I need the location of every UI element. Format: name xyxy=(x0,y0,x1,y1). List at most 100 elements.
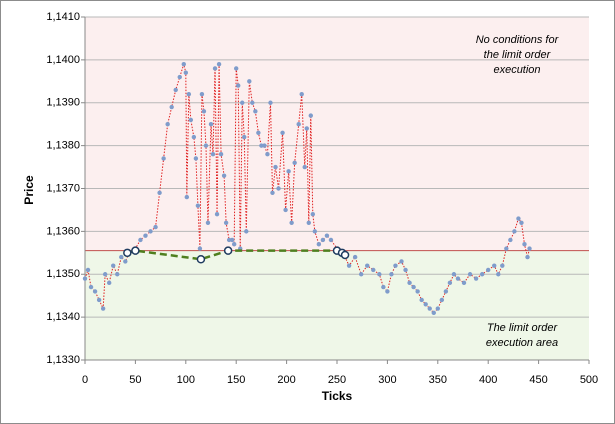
data-point xyxy=(119,254,124,260)
y-tick-label: 1,1330 xyxy=(46,354,80,366)
data-point xyxy=(268,100,273,105)
data-point xyxy=(138,237,143,243)
annotation: The limit order xyxy=(487,322,559,334)
data-point xyxy=(492,263,497,268)
data-point xyxy=(304,126,309,131)
y-axis-label: Price xyxy=(22,175,36,205)
data-point xyxy=(203,143,209,148)
upper-region xyxy=(85,17,589,251)
data-point xyxy=(439,297,445,303)
data-point xyxy=(111,263,116,268)
x-tick-label: 250 xyxy=(328,374,346,386)
data-point xyxy=(208,121,214,127)
annotation: the limit order xyxy=(484,49,552,61)
data-point xyxy=(527,246,532,251)
data-point xyxy=(320,237,326,243)
data-point xyxy=(221,173,227,178)
data-point xyxy=(423,302,428,307)
data-point xyxy=(289,220,294,225)
data-point xyxy=(216,61,222,67)
data-point xyxy=(186,91,192,97)
data-point xyxy=(365,263,370,268)
data-point xyxy=(508,237,513,243)
data-point xyxy=(169,104,174,110)
data-point xyxy=(262,143,267,148)
data-point xyxy=(153,224,158,230)
x-tick-label: 300 xyxy=(378,374,396,386)
data-point xyxy=(106,280,112,286)
data-point xyxy=(308,113,313,118)
data-point xyxy=(250,100,255,105)
data-point xyxy=(316,242,322,247)
data-point xyxy=(197,246,203,251)
data-point xyxy=(199,91,205,97)
data-point xyxy=(253,109,258,114)
data-point xyxy=(296,121,301,127)
data-point xyxy=(286,169,291,174)
x-tick-label: 200 xyxy=(277,374,295,386)
data-point xyxy=(461,280,467,286)
annotation: execution area xyxy=(486,337,558,349)
data-point xyxy=(447,280,453,286)
data-point xyxy=(212,66,218,71)
data-point xyxy=(435,306,440,311)
data-point xyxy=(184,194,190,200)
data-point xyxy=(500,263,505,268)
data-point xyxy=(358,272,364,277)
x-axis-label: Ticks xyxy=(322,389,353,403)
data-point xyxy=(214,212,220,217)
data-point xyxy=(196,254,206,264)
data-point xyxy=(229,237,235,243)
data-point xyxy=(525,254,530,260)
data-point xyxy=(201,109,207,114)
data-point xyxy=(205,220,211,225)
data-point xyxy=(102,272,108,277)
data-point xyxy=(381,284,386,290)
lower-region xyxy=(85,250,589,360)
data-point xyxy=(352,254,358,260)
data-point xyxy=(385,289,390,294)
data-point xyxy=(399,259,404,264)
y-tick-label: 1,1400 xyxy=(46,54,80,66)
data-point xyxy=(496,272,501,277)
data-point xyxy=(324,233,330,238)
data-point xyxy=(299,91,304,97)
data-point xyxy=(393,263,398,268)
data-point xyxy=(340,250,350,260)
data-point xyxy=(276,186,281,191)
y-tick-label: 1,1340 xyxy=(46,311,80,323)
data-point xyxy=(415,289,420,294)
data-point xyxy=(512,229,517,234)
data-point xyxy=(123,259,128,264)
data-point xyxy=(427,306,432,311)
y-tick-label: 1,1370 xyxy=(46,182,80,194)
data-point xyxy=(451,272,457,277)
data-point xyxy=(407,280,412,286)
data-point xyxy=(173,87,178,93)
data-point xyxy=(188,117,194,123)
data-point xyxy=(389,272,394,277)
x-tick-label: 50 xyxy=(129,374,141,386)
data-point xyxy=(411,284,416,290)
data-point xyxy=(247,79,252,84)
data-point xyxy=(371,267,376,273)
data-point xyxy=(473,276,479,281)
data-point xyxy=(431,310,436,316)
data-point xyxy=(306,220,311,225)
data-point xyxy=(223,246,233,255)
data-point xyxy=(242,134,247,140)
annotation: No conditions for xyxy=(476,34,560,46)
data-point xyxy=(82,276,88,281)
data-point xyxy=(123,248,132,258)
data-point xyxy=(522,242,527,247)
data-point xyxy=(100,306,106,311)
data-point xyxy=(143,233,148,238)
data-point xyxy=(240,100,245,105)
data-point xyxy=(165,121,170,127)
x-tick-label: 100 xyxy=(177,374,195,386)
data-point xyxy=(181,61,186,67)
y-tick-label: 1,1360 xyxy=(46,225,80,237)
data-point xyxy=(259,143,264,148)
data-point xyxy=(234,66,239,71)
